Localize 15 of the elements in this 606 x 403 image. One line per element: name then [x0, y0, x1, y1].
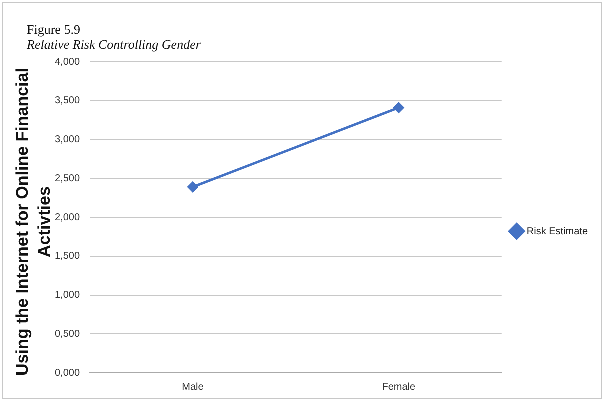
y-tick-label: 1,000 [54, 290, 80, 301]
x-tick-label: Male [182, 382, 204, 393]
y-tick-label: 3,000 [54, 134, 80, 146]
y-axis-title: Using the Internet for Online Financial Activties [12, 67, 55, 378]
y-tick-label: 3,500 [54, 96, 80, 107]
legend-label: Risk Estimate [526, 226, 588, 238]
y-tick-label: 2,000 [54, 212, 80, 224]
y-tick-label: 1,500 [54, 251, 80, 262]
y-tick-label: 0,000 [54, 368, 80, 379]
x-tick-label: Female [382, 382, 416, 393]
y-tick-label: 4,000 [54, 56, 80, 68]
y-tick-label: 2,500 [54, 173, 80, 184]
chart-subtitle: Relative Risk Controlling Gender [27, 37, 201, 53]
chart-title: Figure 5.9 [27, 22, 80, 38]
y-tick-label: 0,500 [54, 328, 80, 340]
